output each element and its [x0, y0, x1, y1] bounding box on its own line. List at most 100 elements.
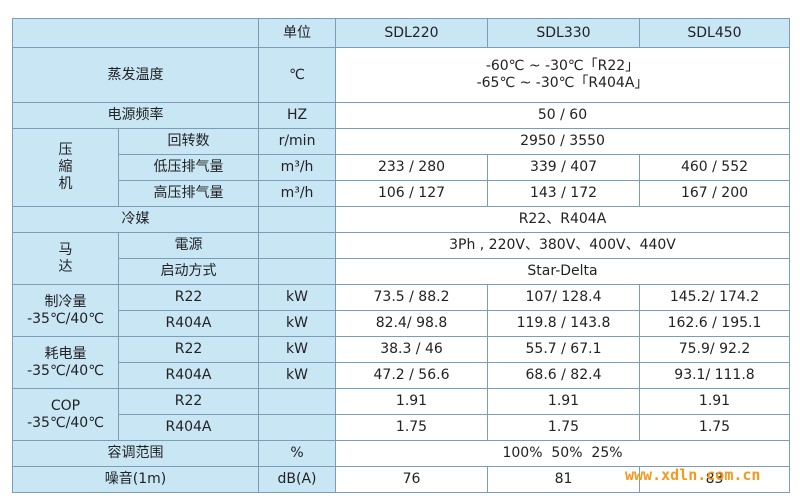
cell: 82.4/ 98.8 — [335, 310, 488, 337]
group-label: 耗电量 -35℃/40℃ — [12, 336, 119, 389]
cell-text: -60℃ ~ -30℃「R22」 — [485, 58, 640, 74]
cell-text: HZ — [286, 107, 308, 123]
cell: dB(A) — [258, 466, 336, 493]
cell-text: 高压排气量 — [153, 185, 224, 201]
cell-text: SDL450 — [687, 24, 742, 41]
cell-text: 压 — [58, 142, 73, 158]
cell-text: 143 / 172 — [529, 185, 598, 201]
cell-text: Star-Delta — [527, 263, 598, 279]
cell-text: 单位 — [283, 24, 311, 41]
header-cell: 单位 — [258, 18, 336, 48]
cell: 145.2/ 174.2 — [639, 284, 790, 311]
cell: 1.91 — [639, 388, 790, 415]
cell: 低压排气量 — [118, 154, 259, 181]
cell: R22 — [118, 336, 259, 363]
cell-text: 1.91 — [395, 393, 428, 409]
header-cell: SDL220 — [335, 18, 488, 48]
cell-text: R22 — [174, 341, 203, 357]
cell-text: 回转数 — [167, 133, 210, 149]
cell: 47.2 / 56.6 — [335, 362, 488, 389]
cell: R22 — [118, 388, 259, 415]
cell-text: 162.6 / 195.1 — [667, 315, 762, 331]
cell-text: 蒸发温度 — [107, 66, 164, 83]
cell: 143 / 172 — [487, 180, 640, 207]
cell-text: 119.8 / 143.8 — [516, 315, 611, 331]
cell-text: 1.75 — [395, 419, 428, 435]
cell: 2950 / 3550 — [335, 128, 790, 155]
cell: 高压排气量 — [118, 180, 259, 207]
group-label: 压縮机 — [12, 128, 119, 207]
cell: m³/h — [258, 154, 336, 181]
cell-text: r/min — [278, 133, 316, 149]
cell: 1.75 — [639, 414, 790, 441]
cell-text: -35℃/40℃ — [27, 362, 104, 379]
cell-text: 1.75 — [698, 419, 731, 435]
cell-text: 82.4/ 98.8 — [375, 315, 448, 331]
cell: 162.6 / 195.1 — [639, 310, 790, 337]
cell: 167 / 200 — [639, 180, 790, 207]
cell: R22 — [118, 284, 259, 311]
group-label: COP -35℃/40℃ — [12, 388, 119, 441]
cell: kW — [258, 362, 336, 389]
cell-text: 启动方式 — [160, 263, 217, 279]
cell: kW — [258, 336, 336, 363]
cell-text: SDL330 — [536, 24, 591, 41]
cell-text: -35℃/40℃ — [27, 414, 104, 431]
cell-text: kW — [286, 315, 308, 331]
cell-text: 制冷量 — [44, 293, 87, 310]
cell-text: 233 / 280 — [377, 159, 446, 175]
cell: 81 — [487, 466, 640, 493]
cell: 1.75 — [335, 414, 488, 441]
cell: 76 — [335, 466, 488, 493]
cell-text: kW — [286, 341, 308, 357]
cell-text: 2950 / 3550 — [520, 133, 605, 149]
cell: 蒸发温度 — [12, 47, 259, 103]
cell-text: ℃ — [289, 66, 305, 83]
cell: 1.91 — [487, 388, 640, 415]
cell: 電源 — [118, 232, 259, 259]
cell-text: 1.75 — [547, 419, 580, 435]
cell: 50 / 60 — [335, 102, 790, 129]
cell: R404A — [118, 414, 259, 441]
group-label: 马达 — [12, 232, 119, 285]
corner — [12, 18, 259, 48]
cell-text: kW — [286, 289, 308, 305]
cell: 电源频率 — [12, 102, 259, 129]
cell — [258, 206, 336, 233]
cell-text: 73.5 / 88.2 — [373, 289, 450, 305]
cell-text: 3Ph , 220V、380V、400V、440V — [449, 237, 676, 253]
cell-text: 耗电量 — [44, 345, 87, 362]
cell: 233 / 280 — [335, 154, 488, 181]
cell: 75.9/ 92.2 — [639, 336, 790, 363]
cell-text: SDL220 — [384, 24, 439, 41]
cell-text: -65℃ ~ -30℃「R404A」 — [476, 75, 649, 91]
cell: 启动方式 — [118, 258, 259, 285]
cell — [258, 388, 336, 415]
cell: kW — [258, 310, 336, 337]
cell-text: 76 — [402, 471, 421, 487]
cell-text: 1.91 — [698, 393, 731, 409]
cell: 100% 50% 25% — [335, 440, 790, 467]
cell: ℃ — [258, 47, 336, 103]
cell-text: 100% 50% 25% — [502, 445, 623, 461]
cell: HZ — [258, 102, 336, 129]
cell: m³/h — [258, 180, 336, 207]
cell-text: COP — [50, 397, 81, 414]
cell-text: 马 — [58, 241, 73, 258]
cell: Star-Delta — [335, 258, 790, 285]
cell-text: 107/ 128.4 — [525, 289, 602, 305]
cell-text: 68.6 / 82.4 — [525, 367, 602, 383]
cell-text: 电源频率 — [107, 107, 164, 123]
cell: 容调范围 — [12, 440, 259, 467]
header-cell: SDL450 — [639, 18, 790, 48]
cell: 3Ph , 220V、380V、400V、440V — [335, 232, 790, 259]
cell-text: 噪音(1m) — [104, 471, 167, 487]
cell-text: m³/h — [280, 159, 314, 175]
group-label: 制冷量 -35℃/40℃ — [12, 284, 119, 337]
cell: 68.6 / 82.4 — [487, 362, 640, 389]
cell-text: R404A — [165, 419, 212, 435]
cell: 噪音(1m) — [12, 466, 259, 493]
cell-text: 冷媒 — [121, 211, 150, 227]
cell: R404A — [118, 310, 259, 337]
